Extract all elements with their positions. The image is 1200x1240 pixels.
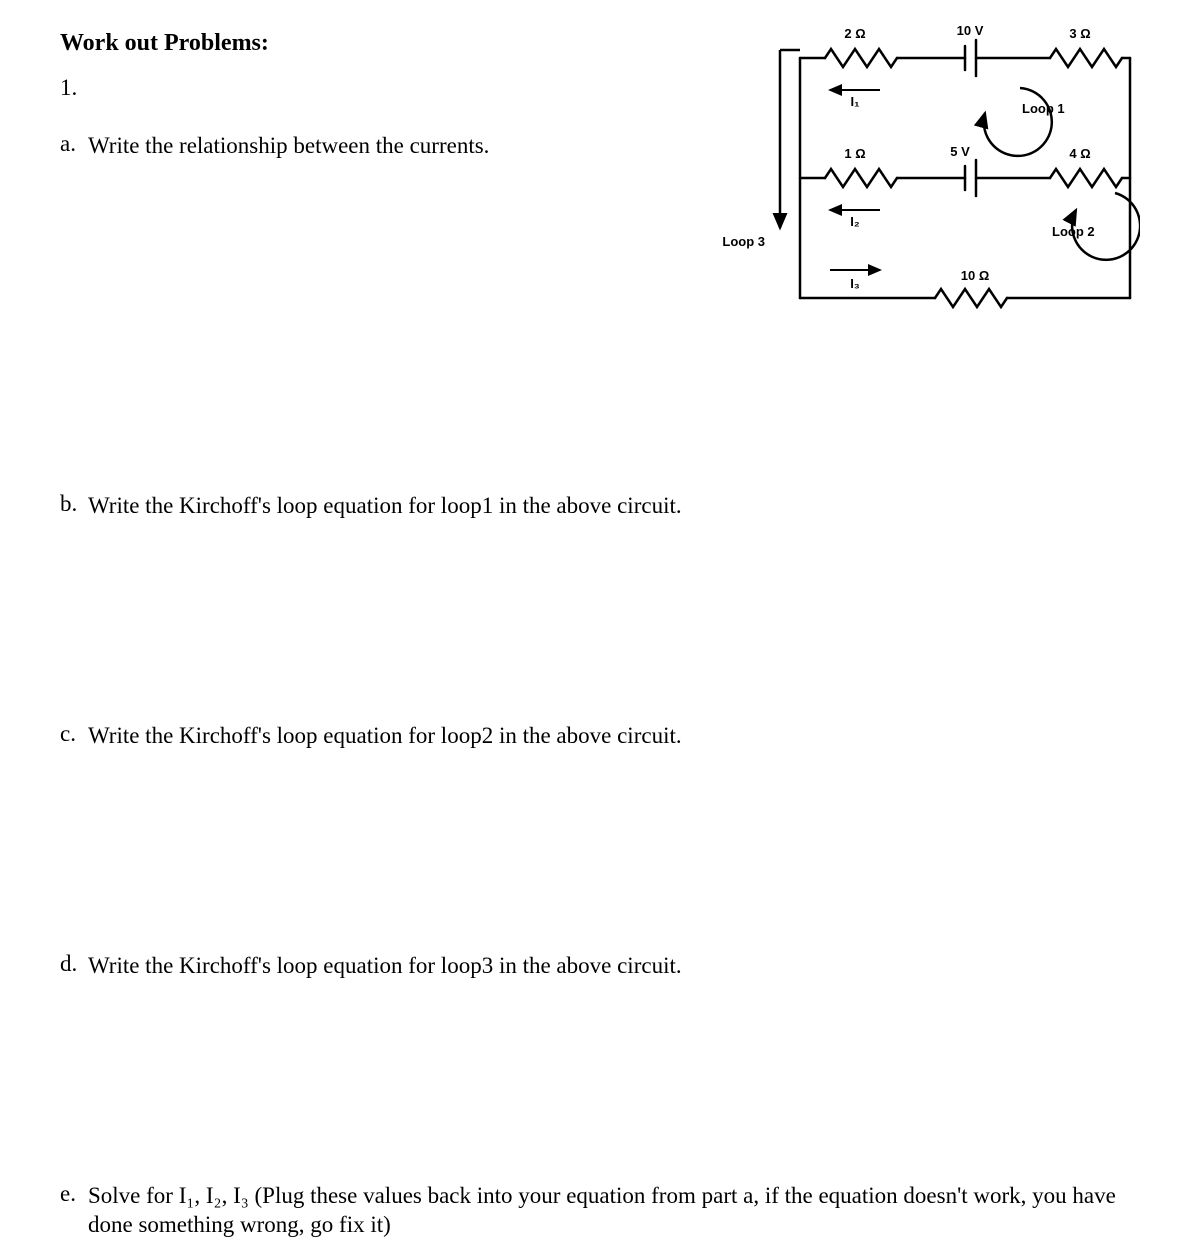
label-10ohm: 10 Ω	[961, 268, 990, 283]
label-2ohm: 2 Ω	[844, 26, 865, 41]
part-text: Write the Kirchoff's loop equation for l…	[88, 951, 1140, 981]
part-b: b. Write the Kirchoff's loop equation fo…	[60, 491, 1140, 521]
part-letter: d.	[60, 951, 88, 981]
label-3ohm: 3 Ω	[1069, 26, 1090, 41]
part-e: e. Solve for I₁, I₂, I₃ (Plug these valu…	[60, 1181, 1140, 1240]
label-loop3: Loop 3	[722, 234, 765, 249]
label-loop2: Loop 2	[1052, 224, 1095, 239]
label-5v: 5 V	[950, 144, 970, 159]
part-letter: a.	[60, 131, 88, 161]
label-i1: I₁	[851, 94, 860, 109]
part-letter: b.	[60, 491, 88, 521]
label-4ohm: 4 Ω	[1069, 146, 1090, 161]
part-text: Write the Kirchoff's loop equation for l…	[88, 721, 1140, 751]
part-d: d. Write the Kirchoff's loop equation fo…	[60, 951, 1140, 981]
part-c: c. Write the Kirchoff's loop equation fo…	[60, 721, 1140, 751]
part-letter: e.	[60, 1181, 88, 1240]
part-text: Write the Kirchoff's loop equation for l…	[88, 491, 1140, 521]
label-10v: 10 V	[957, 23, 984, 38]
label-i2: I₂	[850, 214, 860, 229]
label-loop1: Loop 1	[1022, 101, 1065, 116]
label-i3: I₃	[850, 276, 860, 291]
label-1ohm: 1 Ω	[844, 146, 865, 161]
circuit-diagram: 2 Ω 10 V 3 Ω 1 Ω 5 V 4 Ω 10 Ω I₁ I₂ I₃ L…	[720, 18, 1140, 318]
part-text: Solve for I₁, I₂, I₃ (Plug these values …	[88, 1181, 1140, 1240]
part-letter: c.	[60, 721, 88, 751]
